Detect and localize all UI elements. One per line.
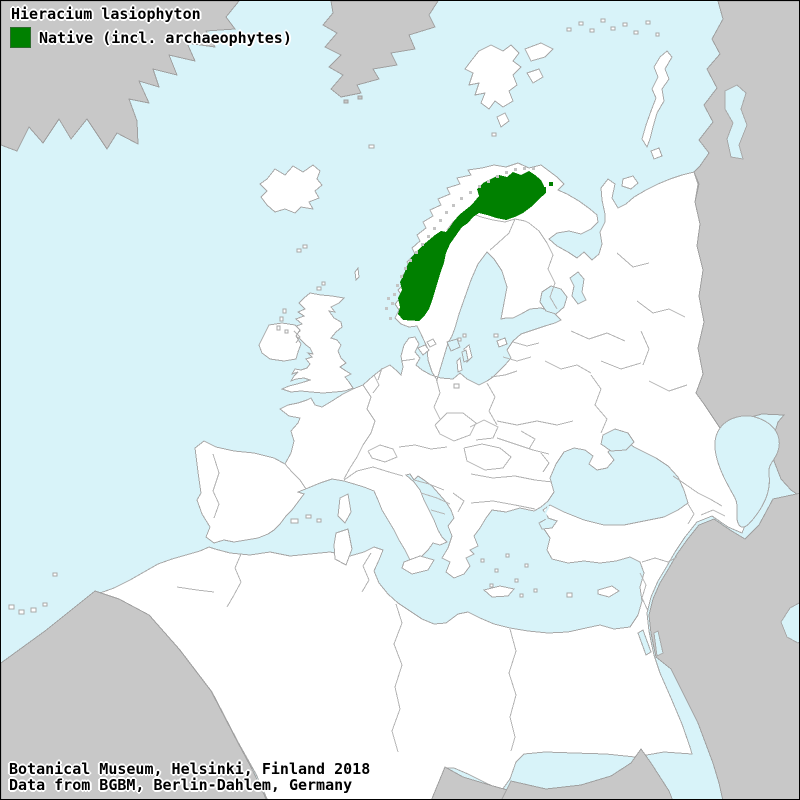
in-scope-islands: [8, 18, 673, 615]
attribution-line-1: Botanical Museum, Helsinki, Finland 2018: [9, 760, 371, 778]
legend-label: Native (incl. archaeophytes): [39, 28, 292, 47]
sea-of-azov: [600, 428, 635, 452]
svalbard-islands: [464, 44, 522, 110]
libya-south-out-of-scope: [431, 766, 517, 799]
gulf-of-aqaba: [653, 630, 664, 657]
corsica-island: [337, 493, 352, 524]
lake-vanern: [446, 338, 461, 352]
lake-vattern: [461, 349, 469, 363]
country-borders: [176, 210, 726, 753]
kara-inlet: [724, 84, 748, 160]
legend: Native (incl. archaeophytes): [10, 27, 292, 48]
greenland-landmass: [1, 1, 240, 152]
greenland-east-coast: [322, 1, 439, 98]
norway-native-region: [398, 171, 546, 321]
middle-east-out-of-scope: [648, 492, 799, 799]
cyprus-island: [597, 585, 620, 598]
sahara-out-of-scope: [1, 590, 267, 799]
europe-mainland: [98, 162, 747, 799]
seas-and-lakes: [446, 84, 799, 657]
legend-swatch: [10, 27, 31, 48]
attribution-line-2: Data from BGBM, Berlin-Dahlem, Germany: [9, 776, 353, 794]
native-distribution: [385, 167, 553, 321]
persian-gulf: [780, 602, 799, 644]
lake-ladoga: [539, 285, 568, 315]
novaya-zemlya-island: [641, 50, 673, 149]
gulf-of-suez: [637, 629, 652, 656]
sudan-out-of-scope: [501, 748, 673, 799]
iceland-island: [259, 164, 323, 214]
coastal-skerries: [385, 167, 535, 320]
sicily-island: [401, 555, 435, 575]
bosphorus-strait: [543, 505, 550, 529]
ireland-island: [258, 322, 302, 362]
crete-island: [482, 585, 515, 598]
map-title: Hieracium lasiophyton: [11, 5, 201, 23]
sardinia-island: [333, 528, 353, 566]
caspian-sea: [714, 415, 780, 528]
lake-onega: [569, 271, 587, 305]
